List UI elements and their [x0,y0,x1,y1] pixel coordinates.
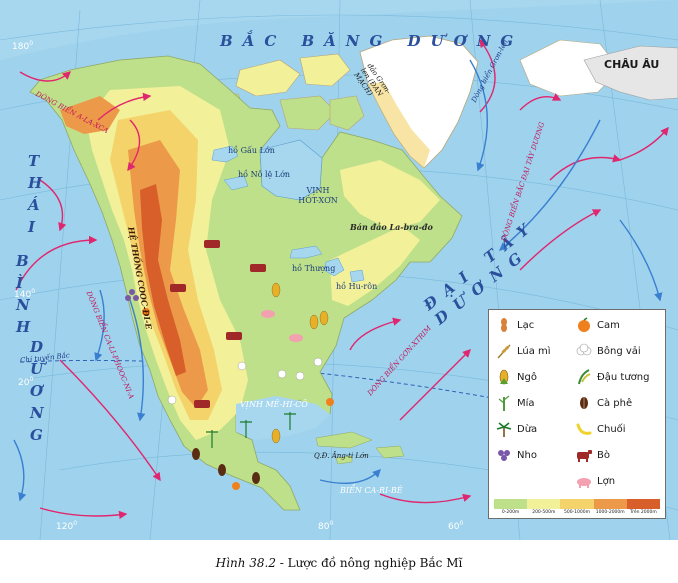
coconut-icon [496,422,512,437]
legend-item-corn: Ngô [495,368,537,386]
degree-120: 1200 [56,520,78,532]
legend-item-sugarcane: Mía [495,394,535,412]
europe-landmass [583,45,678,101]
elevation-band: 200-500m [527,499,561,515]
lakes [211,145,365,283]
palm-symbols [206,412,296,448]
high-mountains [140,184,186,376]
corn-icon [499,369,509,385]
legend-item-wheat: Lúa mì [495,342,551,360]
figure-number: Hình 38.2 [215,556,276,570]
legend-item-coconut: Dừa [495,420,537,438]
degree-60: 600 [448,520,464,532]
banana-icon [576,423,592,435]
legend: Lạc Lúa mì Ngô Mía Dừa Nho Cam Bông vải … [488,309,666,519]
arctic-ocean-label: BẮC BĂNG DƯƠNG [220,32,524,50]
figure-caption: Hình 38.2 - Lược đồ nông nghiệp Bắc Mĩ [0,556,678,570]
lake-superior-label: hồ Thượng [292,264,336,273]
elevation-band: 1000-2000m [593,499,627,515]
legend-item-peanut: Lạc [495,316,534,334]
great-slave-lake-label: hồ Nô lệ Lớn [238,170,291,179]
elevation-band: 500-1000m [560,499,594,515]
orange-symbols [142,308,334,490]
peanut-icon [501,318,507,332]
grape-icon [498,450,510,461]
labrador-label: Bán đảo La-bra-đo [350,222,433,232]
grape-symbols [125,289,139,301]
gulf-of-mexico [236,396,330,440]
wheat-icon [497,344,511,359]
warm-currents [15,38,669,520]
cotton-symbols [167,357,323,405]
pig-symbols [261,310,303,342]
graticule [0,0,678,540]
legend-item-pig: Lợn [575,472,615,490]
pig-icon [577,478,591,488]
soybean-icon [578,369,591,385]
coffee-symbols [192,448,260,484]
lake-huron-label: hồ Hu-rôn [336,282,378,291]
cold-currents [13,59,663,502]
antilles-label: Q.Đ. Ăng-ti Lớn [314,452,369,460]
orange-icon [578,317,590,332]
europe-label: CHÂU ÂU [604,58,660,71]
elevation-scale: 0-200m 200-500m 500-1000m 1000-2000m Trê… [494,499,661,515]
degree-80: 800 [318,520,334,532]
elevation-band: 0-200m [494,499,528,515]
alaska-range [60,96,120,134]
degree-140: 1400 [14,288,36,300]
degree-20: 200 [18,376,34,388]
legend-item-grape: Nho [495,446,537,464]
coffee-icon [580,397,588,409]
legend-item-cotton: Bông vải [575,342,641,360]
great-bear-lake-label: hồ Gấu Lớn [228,146,275,155]
labrador-upland [340,160,440,230]
gulf-of-mexico-label: VỊNH MÊ-HI-CÔ [240,400,308,409]
cotton-icon [576,343,592,356]
hudson-bay-label: VỊNH HÓT-XƠN [298,186,338,205]
corn-symbols [271,282,329,444]
cattle-icon [577,450,592,462]
legend-item-soybean: Đậu tương [575,368,649,386]
legend-item-coffee: Cà phê [575,394,632,412]
cattle-symbols [170,240,266,408]
hudson-bay [259,139,323,201]
caribbean-islands [315,431,405,465]
figure-title: - Lược đồ nông nghiệp Bắc Mĩ [275,556,463,570]
legend-item-banana: Chuối [575,420,626,438]
elevation-band: Trên 2000m [626,499,661,515]
sugarcane-icon [498,395,510,411]
degree-180: 1800 [12,40,34,52]
legend-item-cattle: Bò [575,446,610,464]
caribbean-sea-label: BIỂN CA-RI-BÊ [340,486,403,495]
appalachian-upland [330,226,420,306]
legend-item-orange: Cam [575,316,620,334]
